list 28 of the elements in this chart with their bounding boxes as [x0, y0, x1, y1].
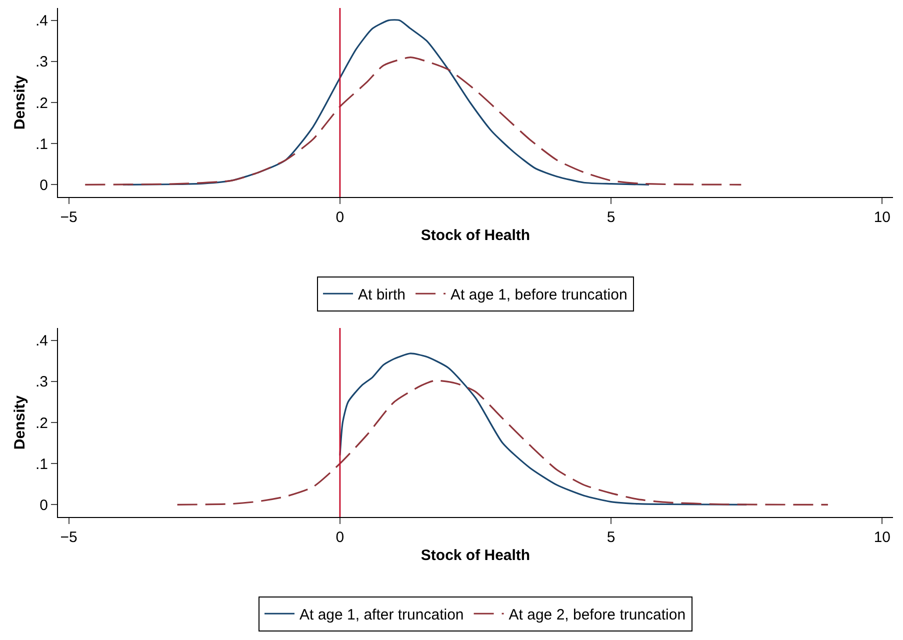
x-tick-label: 10 — [874, 209, 891, 226]
y-tick-label: .2 — [35, 414, 48, 432]
y-tick-label: .3 — [35, 374, 48, 391]
y-tick-label: .4 — [35, 332, 48, 350]
y-tick-label: 0 — [40, 496, 48, 514]
y-tick-label: 0 — [40, 176, 48, 194]
x-tick-label: 5 — [606, 529, 616, 546]
line-series — [84, 56, 742, 186]
y-axis-title: Density — [12, 394, 29, 450]
x-tick-label: 10 — [874, 529, 891, 546]
y-tick-label: .1 — [35, 136, 48, 153]
x-tick-label: 5 — [606, 209, 616, 226]
x-tick-label: −5 — [60, 529, 78, 546]
y-tick-label: .1 — [35, 456, 48, 473]
legend-label: At birth — [358, 286, 406, 304]
y-tick-label: .2 — [35, 94, 48, 112]
legend-label: At age 1, before truncation — [450, 286, 628, 304]
x-tick-label: 0 — [336, 529, 344, 546]
y-tick-label: .3 — [35, 54, 48, 71]
line-series — [176, 380, 829, 506]
legend-label: At age 2, before truncation — [508, 606, 686, 624]
x-axis-title: Stock of Health — [420, 227, 530, 244]
x-axis-title: Stock of Health — [420, 547, 530, 564]
y-axis-title: Density — [12, 74, 29, 130]
y-tick-label: .4 — [35, 12, 48, 30]
x-tick-label: −5 — [60, 209, 78, 226]
x-tick-label: 0 — [336, 209, 344, 226]
legend-label: At age 1, after truncation — [300, 606, 464, 624]
